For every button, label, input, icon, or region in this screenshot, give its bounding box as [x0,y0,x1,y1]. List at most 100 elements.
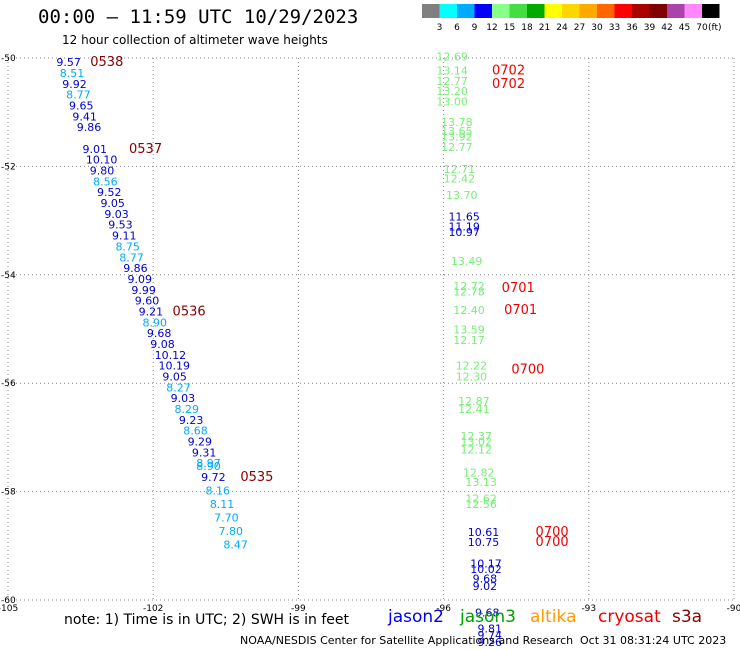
wave-height-point: 9.68 [473,573,498,586]
x-tick-label: -90 [727,604,740,614]
y-tick-label: -58 [1,488,16,498]
colorbar-tick: 6 [454,23,460,33]
wave-height-point: 9.81 [477,623,502,636]
wave-height-point: 10.97 [448,226,480,239]
colorbar-tick: 15 [504,23,515,33]
wave-height-point: 8.77 [66,89,91,102]
wave-height-point: 9.09 [128,273,153,286]
wave-height-plot: -105 -102 -99 -96 -93 -90 -50 -52 -54 -56 -58 -60 9.… [0,51,740,649]
wave-height-point: 12.78 [453,285,485,298]
y-tick-label: -56 [1,379,16,389]
wave-height-point: 13.14 [436,64,468,77]
colorbar-tick: 3 [437,23,443,33]
colorbar-swatch [422,4,440,18]
wave-height-point: 9.26 [477,636,502,649]
wave-height-point: 8.56 [93,175,118,188]
wave-height-point: 13.00 [436,96,468,109]
legend-label-jason2: jason2 [388,607,444,627]
pass-time-label: 0701 [504,303,537,318]
legend-s3a: s3a [672,607,702,627]
y-tick-label: -50 [1,54,16,64]
pass-time-label: 0701 [502,281,535,296]
pass-time-label: 0700 [536,535,569,550]
wave-height-point: 9.08 [150,338,175,351]
wave-height-point: 13.13 [465,476,497,489]
wave-height-point: 9.03 [171,392,196,405]
wave-height-point: 8.51 [60,67,84,80]
wave-height-point: 11.19 [448,220,480,233]
chart-subtitle: 12 hour collection of altimeter wave hei… [62,33,328,47]
wave-height-point: 8.47 [223,539,248,552]
legend-label-cryosat: cryosat [598,607,661,627]
legend-jason3: jason3 [460,607,516,627]
colorbar-swatch [579,4,597,18]
colorbar-tick: 36 [626,23,638,33]
wave-height-point: 8.11 [210,498,235,511]
wave-height-point: 8.29 [174,403,199,416]
wave-height-point: 9.86 [77,121,102,134]
wave-height-point: 9.68 [475,606,500,619]
wave-height-point: 9.31 [192,446,217,459]
wave-height-point: 13.20 [436,85,468,98]
y-tick-label: -52 [1,162,16,172]
wave-height-point: 12.22 [456,360,488,373]
wave-height-point: 13.65 [441,125,473,138]
wave-height-point: 9.05 [100,197,125,210]
wave-height-point: 10.17 [470,557,502,570]
x-tick-label: -96 [436,604,451,614]
colorbar-swatch [544,4,562,18]
wave-height-point: 8.90 [143,316,168,329]
colorbar-unit: (ft) [708,23,722,33]
wave-height-point: 9.68 [147,327,172,340]
wave-height-point: 12.69 [436,51,468,64]
wave-height-point: 9.23 [179,414,204,427]
colorbar-tick: 9 [472,23,478,33]
colorbar-tick: 18 [521,23,533,33]
credit-line: NOAA/NESDIS Center for Satellite Applica… [240,634,574,647]
x-tick-label: -102 [143,604,163,614]
colorbar-swatch [667,4,685,18]
legend-label-jason3: jason3 [460,607,516,627]
colorbar-swatch [474,4,492,18]
wave-height-point: 12.17 [453,334,485,347]
wave-height-point: 8.75 [115,240,140,253]
colorbar-tick: 12 [486,23,497,33]
wave-height-point: 12.12 [461,444,493,457]
wave-height-point: 8.97 [196,457,221,470]
colorbar-swatch [702,4,720,18]
wave-height-point: 8.68 [183,425,208,438]
wave-height-point: 9.05 [162,370,187,383]
wave-height-point: 9.52 [97,186,122,199]
wave-height-point: 9.99 [131,284,156,297]
y-tick-label: -54 [1,271,16,281]
wave-height-point: 9.11 [112,230,137,243]
legend-altika: altika [530,607,577,627]
colorbar-tick: 27 [574,23,585,33]
wave-height-point: 13.70 [446,189,478,202]
wave-height-point: 9.21 [139,305,164,318]
wave-height-point: 9.60 [135,295,160,308]
wave-height-point: 10.61 [468,526,500,539]
x-tick-label: -99 [291,604,306,614]
colorbar-tick: 70 [696,23,708,33]
wave-height-point: 12.77 [441,141,473,154]
wave-height-point: 9.01 [83,143,108,156]
colorbar-swatch [649,4,667,18]
wave-height-point: 13.49 [451,255,483,268]
pass-time-label: 0702 [492,77,525,92]
wave-height-point: 9.02 [473,580,498,593]
wave-height-point: 8.77 [119,251,144,264]
pass-time-label: 0537 [129,142,162,157]
pass-time-label: 0536 [173,304,206,319]
footer-note: note: 1) Time is in UTC; 2) SWH is in fe… [64,612,350,628]
wave-height-point: 13.59 [453,323,485,336]
wave-height-point: 13.78 [441,116,473,129]
legend-label-altika: altika [530,607,577,627]
wave-height-point: 9.80 [90,165,115,178]
wave-height-point: 12.87 [458,395,490,408]
wave-height-point: 8.27 [166,381,191,394]
wave-height-point: 9.53 [108,219,133,232]
colorbar-tick: 30 [591,23,603,33]
colorbar-swatch [632,4,650,18]
wave-height-point: 9.29 [188,436,213,449]
